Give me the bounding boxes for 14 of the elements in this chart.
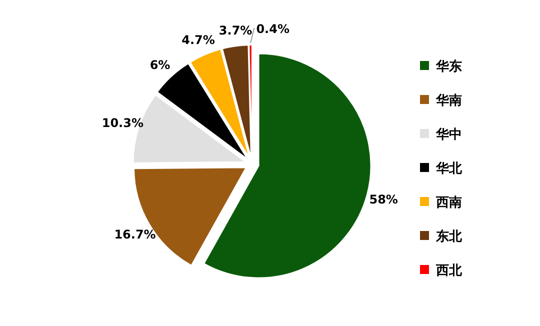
- legend-label: 华南: [435, 94, 462, 108]
- data-label: 58%: [369, 192, 398, 206]
- legend-label: 华中: [435, 128, 462, 142]
- data-label: 4.7%: [182, 33, 215, 48]
- data-label: 10.3%: [102, 116, 144, 130]
- data-label: 16.7%: [114, 227, 156, 242]
- data-label: 6%: [150, 58, 170, 72]
- data-label: 3.7%: [218, 23, 252, 38]
- legend-label: 东北: [435, 228, 463, 244]
- legend-label: 西北: [435, 264, 463, 278]
- legend-label: 华北: [435, 162, 463, 176]
- legend-label: 西南: [435, 196, 462, 210]
- data-label: 0.4%: [256, 22, 290, 36]
- legend-label: 华东: [435, 58, 462, 74]
